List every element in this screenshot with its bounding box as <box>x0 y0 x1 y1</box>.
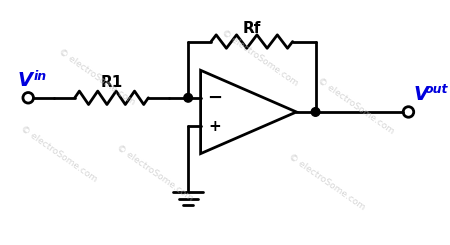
Text: © electroSome.com: © electroSome.com <box>57 47 137 107</box>
Text: +: + <box>209 119 221 134</box>
Circle shape <box>184 94 193 102</box>
Text: −: − <box>207 89 223 107</box>
Text: © electroSome.com: © electroSome.com <box>19 124 99 184</box>
Text: © electroSome.com: © electroSome.com <box>287 153 367 212</box>
Text: R1: R1 <box>100 75 123 90</box>
Text: © electroSome.com: © electroSome.com <box>316 76 396 135</box>
Text: in: in <box>34 70 47 83</box>
Text: © electroSome.com: © electroSome.com <box>220 28 300 88</box>
Text: Rf: Rf <box>243 21 261 36</box>
Text: V: V <box>18 71 33 90</box>
Text: © electroSome.com: © electroSome.com <box>115 143 194 203</box>
Circle shape <box>311 108 320 116</box>
Text: out: out <box>425 84 448 97</box>
Text: V: V <box>413 85 428 104</box>
